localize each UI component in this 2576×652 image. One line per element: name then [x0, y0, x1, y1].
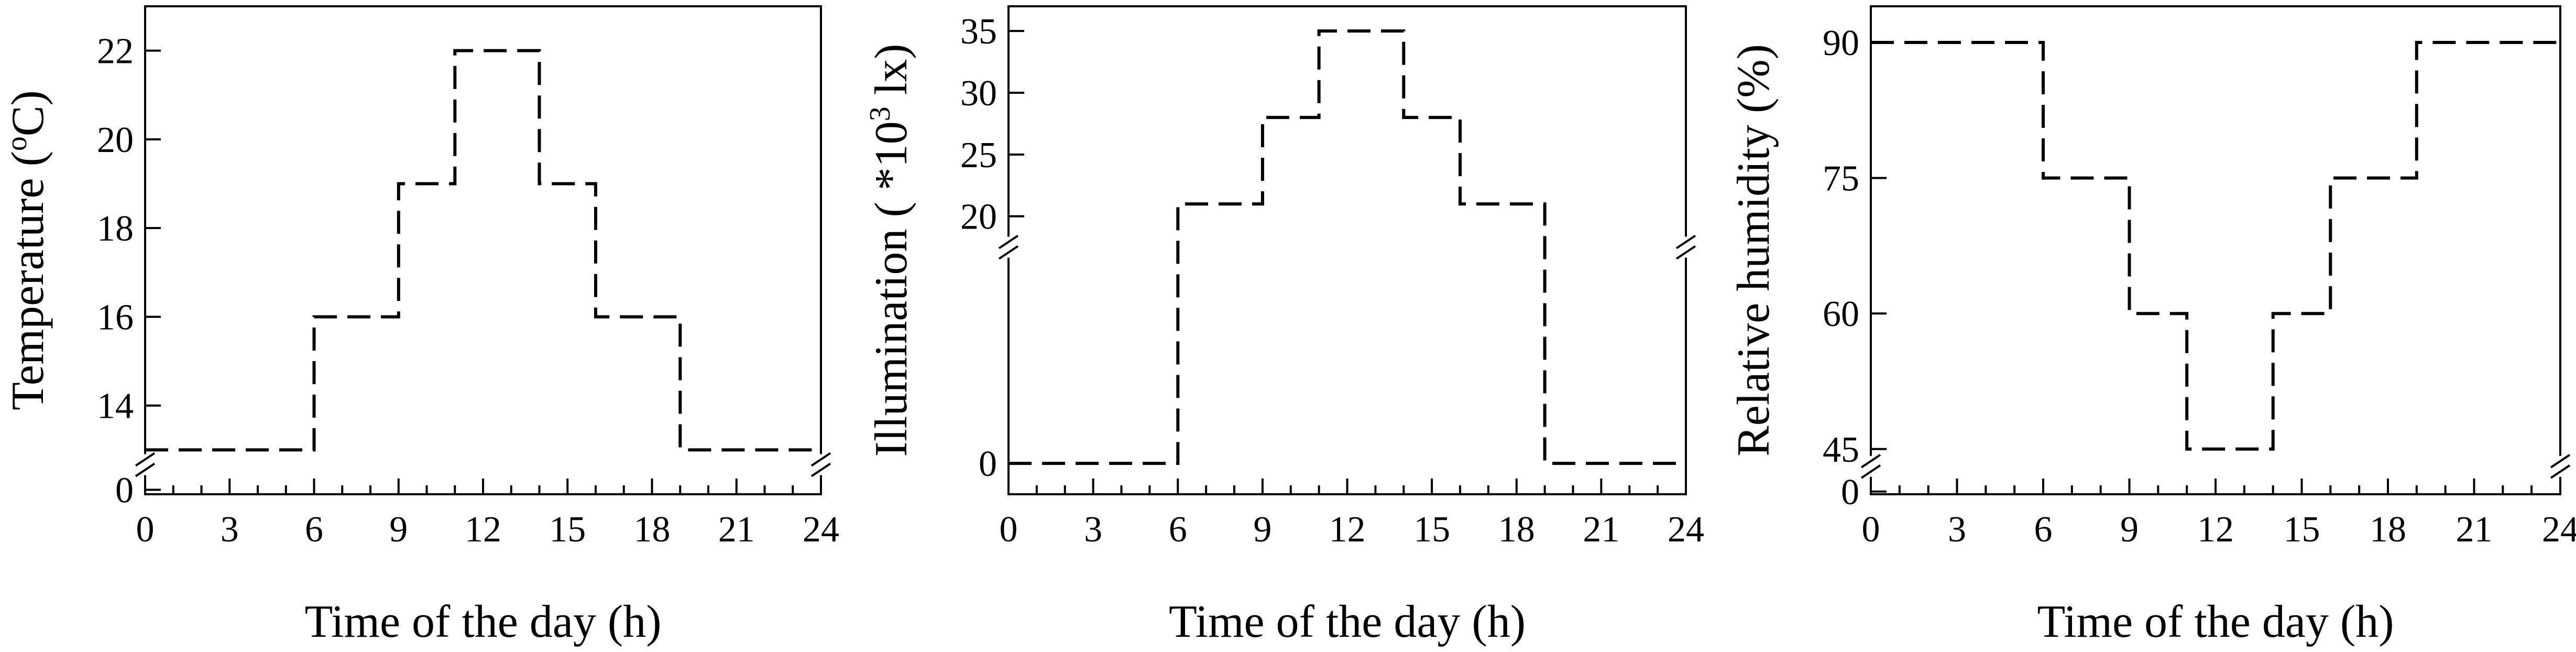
y-tick-label: 20 [960, 197, 997, 237]
y-tick-label: 45 [1823, 430, 1859, 470]
y-tick-label: 20 [97, 120, 134, 160]
x-tick-label: 18 [1498, 509, 1535, 550]
x-axis-title: Time of the day (h) [2037, 596, 2394, 647]
x-tick-label: 12 [465, 509, 501, 550]
series-line [1871, 41, 2560, 451]
y-tick-label: 14 [97, 386, 134, 427]
y-tick-label: 35 [960, 12, 997, 52]
x-tick-label: 6 [2034, 509, 2053, 550]
chart-panel-3: 0 3 6 9 12 15 18 21 24 45 60 75 90 0 Time of the day (… [1728, 5, 2576, 647]
x-tick-label: 0 [136, 509, 155, 550]
axis-break-mark [810, 462, 831, 477]
y-tick-label: 0 [1841, 472, 1859, 513]
x-tick-label: 18 [634, 509, 671, 550]
y-tick-label: 90 [1823, 23, 1859, 63]
x-tick-label: 24 [803, 509, 839, 550]
chart-panel-1: 0 3 6 9 12 15 18 21 24 14 16 18 20 22 0 Time of the day… [1, 5, 839, 647]
axis-break-mark [810, 452, 831, 467]
y-tick-label: 18 [97, 209, 134, 249]
x-tick-label: 15 [549, 509, 586, 550]
y-tick-label: 30 [960, 73, 997, 114]
plot-frame [144, 5, 822, 495]
axis-break-mark [1860, 464, 1881, 479]
series-line [1009, 29, 1686, 465]
y-tick-label: 16 [97, 297, 134, 338]
x-tick-label: 0 [1000, 509, 1018, 550]
y-tick-label: 75 [1823, 159, 1859, 199]
plot-frame [1007, 5, 1687, 495]
chart-panel-2: 0 3 6 9 12 15 18 21 24 0 20 25 30 35 Time of the day (… [864, 5, 1704, 647]
x-tick-label: 24 [1668, 509, 1704, 550]
x-tick-label: 3 [1948, 509, 1966, 550]
x-tick-label: 12 [1329, 509, 1366, 550]
x-tick-label: 18 [2370, 509, 2406, 550]
x-tick-label: 6 [305, 509, 323, 550]
axis-break-mark [2550, 454, 2571, 469]
y-tick-label: 60 [1823, 294, 1859, 334]
axis-break-mark [2550, 464, 2571, 479]
axis-break-mark [998, 245, 1019, 260]
x-tick-label: 21 [1583, 509, 1619, 550]
x-tick-label: 12 [2197, 509, 2234, 550]
series-line [145, 49, 821, 452]
axis-break-mark [1675, 234, 1696, 249]
plot-frame [1870, 5, 2561, 495]
x-axis-title: Time of the day (h) [1169, 596, 1526, 647]
x-tick-label: 0 [1862, 509, 1880, 550]
axis-break-mark [135, 452, 156, 467]
y-axis-title: Temperature (oC) [1, 90, 53, 410]
x-tick-label: 21 [718, 509, 755, 550]
x-tick-label: 9 [1253, 509, 1271, 550]
x-tick-label: 6 [1169, 509, 1187, 550]
x-axis-title: Time of the day (h) [304, 596, 661, 647]
y-axis-title: Illumination ( *103 lx) [864, 44, 917, 457]
x-tick-label: 21 [2456, 509, 2493, 550]
y-tick-label: 22 [97, 31, 134, 72]
x-tick-label: 15 [2284, 509, 2320, 550]
axis-break-mark [998, 234, 1019, 249]
x-tick-label: 3 [221, 509, 239, 550]
x-tick-label: 15 [1413, 509, 1450, 550]
y-tick-label: 25 [960, 135, 997, 176]
axis-break-mark [135, 462, 156, 477]
x-tick-label: 9 [2120, 509, 2139, 550]
axis-break-mark [1860, 454, 1881, 469]
x-tick-label: 3 [1084, 509, 1102, 550]
y-tick-label: 0 [979, 444, 997, 484]
axis-break-mark [1675, 245, 1696, 260]
y-axis-title: Relative humidity (%) [1728, 44, 1779, 457]
x-tick-label: 24 [2542, 509, 2576, 550]
y-tick-label: 0 [115, 471, 134, 511]
x-tick-label: 9 [389, 509, 408, 550]
